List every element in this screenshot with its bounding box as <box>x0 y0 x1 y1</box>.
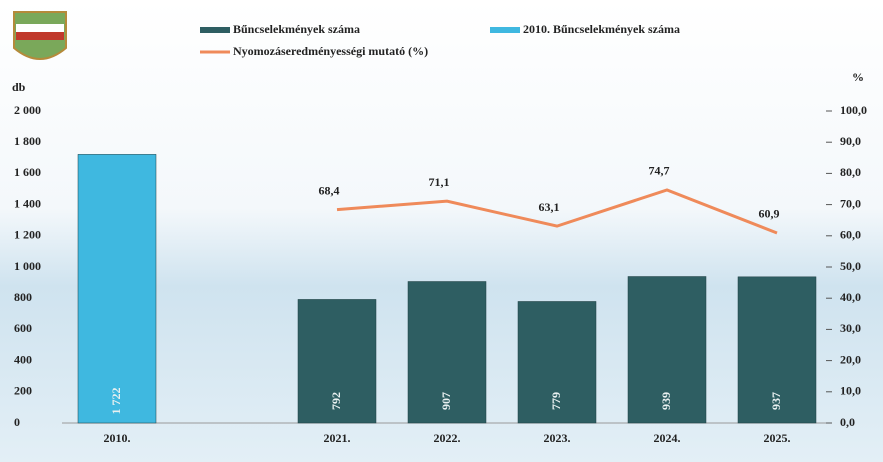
y2-tick-label: 0,0 <box>840 415 855 429</box>
line-value-label: 71,1 <box>429 175 450 189</box>
line-value-label: 63,1 <box>539 200 560 214</box>
legend-label: Nyomozáseredményességi mutató (%) <box>233 44 428 58</box>
x-tick-label: 2024. <box>654 431 681 445</box>
y-tick-label: 200 <box>14 384 32 398</box>
line-value-label: 68,4 <box>319 183 340 197</box>
y-tick-label: 800 <box>14 290 32 304</box>
y2-tick-label: 70,0 <box>840 196 861 210</box>
bar <box>78 154 156 423</box>
y-tick-label: 600 <box>14 321 32 335</box>
bar-value-label: 937 <box>769 392 783 410</box>
y-tick-label: 1 600 <box>14 165 41 179</box>
y2-tick-label: 60,0 <box>840 228 861 242</box>
legend-swatch <box>200 27 230 33</box>
bar-value-label: 907 <box>439 392 453 410</box>
bar-value-label: 779 <box>549 392 563 410</box>
y-tick-label: 0 <box>14 415 20 429</box>
legend-label: Bűncselekmények száma <box>233 22 360 36</box>
y2-tick-label: 20,0 <box>840 352 861 366</box>
y-axis-label: db <box>12 80 26 94</box>
x-tick-label: 2022. <box>434 431 461 445</box>
y2-axis-label: % <box>852 70 864 84</box>
chart: db % 0 200 400 600 800 1 000 1 200 1 400 1 600 1 … <box>0 0 883 462</box>
x-tick-label: 2025. <box>764 431 791 445</box>
y-tick-label: 1 400 <box>14 196 41 210</box>
y2-tick-label: 100,0 <box>840 103 867 117</box>
bar-value-label: 1 722 <box>109 388 123 415</box>
bar-value-label: 792 <box>329 392 343 410</box>
bar-value-label: 939 <box>659 392 673 410</box>
logo <box>14 12 66 59</box>
y2-tick-label: 10,0 <box>840 384 861 398</box>
y2-tick-label: 30,0 <box>840 321 861 335</box>
line-value-label: 60,9 <box>759 207 780 221</box>
y-tick-label: 2 000 <box>14 103 41 117</box>
legend-swatch <box>490 27 520 33</box>
y-tick-label: 400 <box>14 352 32 366</box>
y2-tick-label: 50,0 <box>840 259 861 273</box>
line-value-label: 74,7 <box>649 164 670 178</box>
y2-tick-label: 80,0 <box>840 165 861 179</box>
x-tick-label: 2021. <box>324 431 351 445</box>
x-tick-label: 2010. <box>104 431 131 445</box>
y-tick-label: 1 200 <box>14 228 41 242</box>
x-tick-label: 2023. <box>544 431 571 445</box>
y-tick-label: 1 000 <box>14 259 41 273</box>
legend-label: 2010. Bűncselekmények száma <box>523 22 680 36</box>
y2-tick-label: 90,0 <box>840 134 861 148</box>
y-tick-label: 1 800 <box>14 134 41 148</box>
y2-tick-label: 40,0 <box>840 290 861 304</box>
